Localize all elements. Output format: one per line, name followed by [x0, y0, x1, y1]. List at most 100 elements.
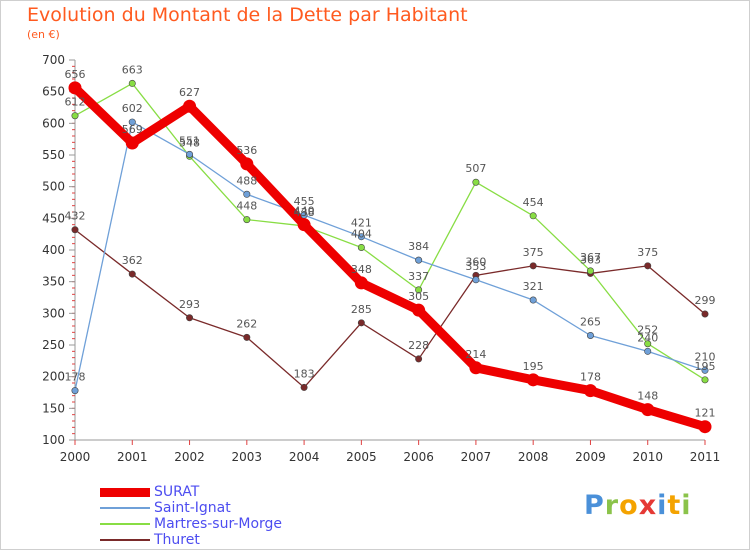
legend-swatch	[100, 523, 150, 525]
data-label: 262	[236, 317, 257, 330]
data-point	[529, 296, 537, 304]
data-label: 195	[523, 360, 544, 373]
proxiti-logo: Proxiti	[584, 490, 692, 521]
data-label: 438	[294, 206, 315, 219]
data-point	[125, 136, 139, 150]
data-point	[186, 150, 194, 158]
data-label: 337	[408, 270, 429, 283]
data-label: 178	[65, 371, 86, 384]
data-label: 455	[294, 195, 315, 208]
data-label: 210	[695, 350, 716, 363]
series-line	[74, 121, 706, 392]
logo-letter: P	[584, 490, 605, 521]
data-labels: 432 362 293 262 183 285 228 360 375 363 375 299 612 6…	[65, 63, 716, 419]
y-tick-label: 550	[42, 148, 65, 162]
data-point	[357, 233, 365, 241]
legend-label: Thuret	[154, 532, 200, 548]
logo-letter: i	[681, 490, 692, 521]
data-label: 375	[637, 246, 658, 259]
data-label: 362	[122, 254, 143, 267]
series-lines	[70, 82, 710, 432]
x-tick-label: 2004	[289, 450, 320, 464]
data-label: 627	[179, 86, 200, 99]
y-tick-label: 250	[42, 338, 65, 352]
data-label: 121	[695, 407, 716, 420]
data-label: 228	[408, 339, 429, 352]
data-label: 454	[523, 196, 544, 209]
data-point	[701, 366, 709, 374]
data-label: 656	[65, 68, 86, 81]
data-point	[128, 79, 136, 87]
x-tick-label: 2008	[518, 450, 549, 464]
series-line	[70, 83, 710, 432]
logo-letter: r	[604, 490, 620, 521]
line-chart: 100 150 200 250 300 350 400 450 500 550 600 650 700 2…	[42, 53, 720, 464]
data-label: 507	[465, 162, 486, 175]
data-label: 432	[65, 210, 86, 223]
y-tick-label: 500	[42, 180, 65, 194]
data-label: 421	[351, 217, 372, 230]
data-label: 305	[408, 290, 429, 303]
data-point	[71, 226, 79, 234]
y-tick-label: 650	[42, 85, 65, 99]
data-point	[472, 178, 480, 186]
data-point	[701, 310, 709, 318]
data-point	[243, 190, 251, 198]
data-label: 348	[351, 263, 372, 276]
y-tick-label: 700	[42, 53, 65, 67]
data-label: 367	[580, 251, 601, 264]
y-tick-label: 400	[42, 243, 65, 257]
data-label: 195	[695, 360, 716, 373]
data-label: 404	[351, 227, 372, 240]
data-point	[243, 333, 251, 341]
legend-swatch	[100, 539, 150, 541]
data-label: 488	[236, 174, 257, 187]
series-line	[74, 82, 706, 381]
data-label: 663	[122, 63, 143, 76]
x-tick-label: 2001	[117, 450, 148, 464]
y-tick-label: 100	[42, 433, 65, 447]
data-point	[186, 314, 194, 322]
y-tick-label: 350	[42, 275, 65, 289]
series-line	[74, 229, 706, 389]
data-label: 384	[408, 240, 429, 253]
data-label: 148	[637, 390, 658, 403]
legend-label: SURAT	[154, 484, 200, 500]
data-label: 240	[637, 331, 658, 344]
x-tick-label: 2005	[346, 450, 377, 464]
data-point	[412, 303, 426, 317]
data-point	[526, 373, 540, 387]
legend-swatch	[100, 507, 150, 509]
x-tick-label: 2003	[232, 450, 263, 464]
data-label: 252	[637, 324, 658, 337]
data-point	[469, 361, 483, 375]
data-label: 612	[65, 96, 86, 109]
data-point	[240, 157, 254, 171]
data-point	[529, 212, 537, 220]
data-point	[300, 383, 308, 391]
x-tick-label: 2007	[461, 450, 492, 464]
data-point	[68, 81, 82, 95]
legend-label: Martres-sur-Morge	[154, 516, 283, 532]
data-points	[68, 79, 712, 434]
data-label: 214	[465, 348, 486, 361]
data-point	[644, 340, 652, 348]
x-tick-label: 2010	[632, 450, 663, 464]
logo-letter: t	[667, 490, 682, 521]
data-label: 265	[580, 316, 601, 329]
axes: 100 150 200 250 300 350 400 450 500 550 600 650 700 2…	[42, 53, 720, 464]
data-point	[357, 243, 365, 251]
data-label: 536	[236, 144, 257, 157]
data-point	[641, 403, 655, 417]
data-label: 551	[179, 134, 200, 147]
data-label: 448	[236, 200, 257, 213]
legend-swatch	[100, 487, 150, 497]
data-point	[644, 262, 652, 270]
logo-letter: x	[638, 490, 658, 521]
x-tick-label: 2009	[575, 450, 606, 464]
data-label: 602	[122, 102, 143, 115]
data-point	[357, 319, 365, 327]
data-point	[644, 347, 652, 355]
y-tick-label: 200	[42, 370, 65, 384]
